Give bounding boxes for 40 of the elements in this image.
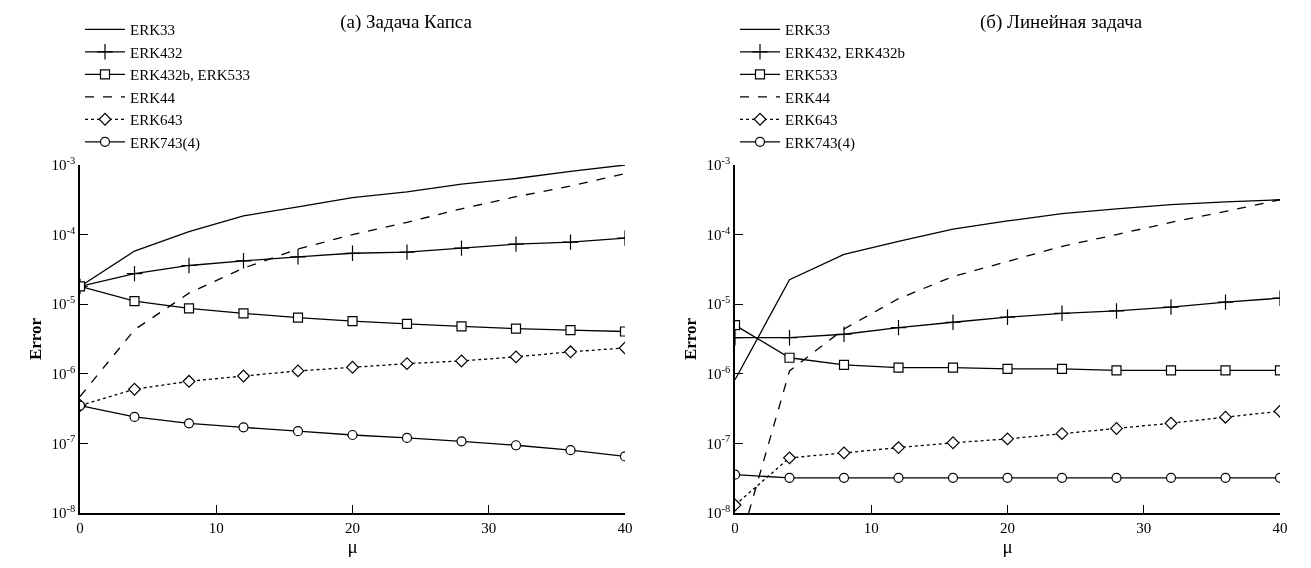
legend-label: ERK643 (130, 112, 183, 129)
legend-label: ERK432, ERK432b (785, 44, 905, 61)
x-axis-title: μ (1002, 535, 1013, 557)
y-axis-title: Error (25, 317, 45, 361)
x-tick-label: 30 (481, 519, 497, 536)
legend-label: ERK33 (785, 22, 830, 39)
y-tick-label: 10$^{-4}$ (706, 224, 731, 243)
legend-label: ERK643 (785, 112, 838, 129)
y-tick-label: 10$^{-7}$ (51, 433, 76, 452)
x-tick-label: 10 (863, 519, 879, 536)
x-tick-label: 40 (1272, 519, 1288, 536)
legend-label: ERK743(4) (130, 134, 200, 152)
chart-title: (а) Задача Капса (340, 10, 473, 33)
y-tick-label: 10$^{-3}$ (706, 154, 731, 174)
x-tick-label: 10 (208, 519, 224, 536)
y-tick-label: 10$^{-6}$ (706, 363, 731, 383)
legend-label: ERK432b, ERK533 (130, 67, 250, 84)
legend-label: ERK33 (130, 22, 175, 39)
y-tick-label: 10$^{-4}$ (51, 224, 76, 243)
y-tick-label: 10$^{-6}$ (51, 363, 76, 383)
x-tick-label: 20 (1000, 519, 1015, 536)
y-axis-title: Error (680, 317, 700, 361)
x-tick-label: 20 (345, 519, 360, 536)
x-tick-label: 30 (1136, 519, 1152, 536)
legend-label: ERK533 (785, 67, 838, 84)
x-tick-label: 0 (76, 519, 84, 536)
x-axis-title: μ (347, 535, 358, 557)
legend-label: ERK432 (130, 44, 183, 61)
y-tick-label: 10$^{-8}$ (51, 502, 76, 522)
y-tick-label: 10$^{-5}$ (706, 294, 731, 313)
x-tick-label: 40 (617, 519, 633, 536)
y-tick-label: 10$^{-3}$ (51, 154, 76, 174)
y-tick-label: 10$^{-5}$ (51, 294, 76, 313)
y-tick-label: 10$^{-7}$ (706, 433, 731, 452)
x-tick-label: 0 (731, 519, 739, 536)
legend-label: ERK44 (785, 89, 831, 106)
legend-label: ERK44 (130, 89, 176, 106)
chart-title: (б) Линейная задача (979, 10, 1143, 33)
legend-label: ERK743(4) (785, 134, 855, 152)
y-tick-label: 10$^{-8}$ (706, 502, 731, 522)
